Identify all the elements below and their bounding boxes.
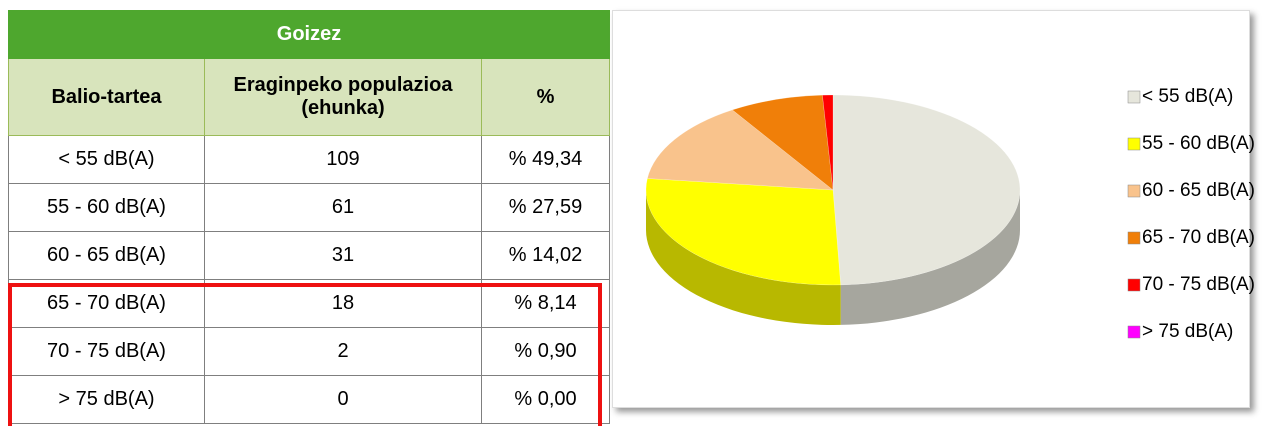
legend-label: > 75 dB(A): [1142, 321, 1233, 342]
table-body: < 55 dB(A) 109% 49,34 55 - 60 dB(A) 61% 27,…: [8, 135, 610, 424]
legend-swatch: [1127, 325, 1141, 339]
cell: % 27,59: [481, 183, 610, 232]
pie-slice: [832, 94, 1021, 286]
table-title: Goizez: [8, 10, 610, 59]
cell: % 14,02: [481, 231, 610, 280]
legend-swatch: [1127, 184, 1141, 198]
legend-label: 60 - 65 dB(A): [1142, 180, 1255, 201]
cell: % 0,00: [481, 375, 610, 424]
cell: % 0,90: [481, 327, 610, 376]
legend-label: 65 - 70 dB(A): [1142, 227, 1255, 248]
legend-swatch: [1127, 90, 1141, 104]
cell: 31: [204, 231, 482, 280]
pie-slice: [647, 109, 834, 191]
cell: 109: [204, 135, 482, 184]
table-row: 70 - 75 dB(A) 2% 0,90: [8, 327, 610, 376]
pie-slice: [645, 178, 841, 286]
legend-label: 70 - 75 dB(A): [1142, 274, 1255, 295]
pie-slice-side: [646, 190, 841, 325]
table-row: < 55 dB(A) 109% 49,34: [8, 135, 610, 184]
cell: 0: [204, 375, 482, 424]
legend-label: 55 - 60 dB(A): [1142, 133, 1255, 154]
cell: 65 - 70 dB(A): [8, 279, 205, 328]
pie-slice: [822, 94, 834, 191]
data-table: Goizez Balio-tartea Eraginpeko populazio…: [8, 10, 610, 424]
pie-slice: [731, 94, 834, 191]
legend-swatch: [1127, 137, 1141, 151]
highlight-box: [8, 283, 602, 426]
cell: < 55 dB(A): [8, 135, 205, 184]
cell: 61: [204, 183, 482, 232]
table-row: 65 - 70 dB(A) 18% 8,14: [8, 279, 610, 328]
cell: 18: [204, 279, 482, 328]
legend-label: < 55 dB(A): [1142, 86, 1233, 107]
header: %: [481, 58, 610, 136]
cell: 70 - 75 dB(A): [8, 327, 205, 376]
legend-swatch: [1127, 278, 1141, 292]
cell: > 75 dB(A): [8, 375, 205, 424]
legend-swatch: [1127, 231, 1141, 245]
pie-slice-side: [840, 190, 1020, 325]
table-row: > 75 dB(A) 0% 0,00: [8, 375, 610, 424]
cell: 55 - 60 dB(A): [8, 183, 205, 232]
table-row: 55 - 60 dB(A) 61% 27,59: [8, 183, 610, 232]
cell: 2: [204, 327, 482, 376]
